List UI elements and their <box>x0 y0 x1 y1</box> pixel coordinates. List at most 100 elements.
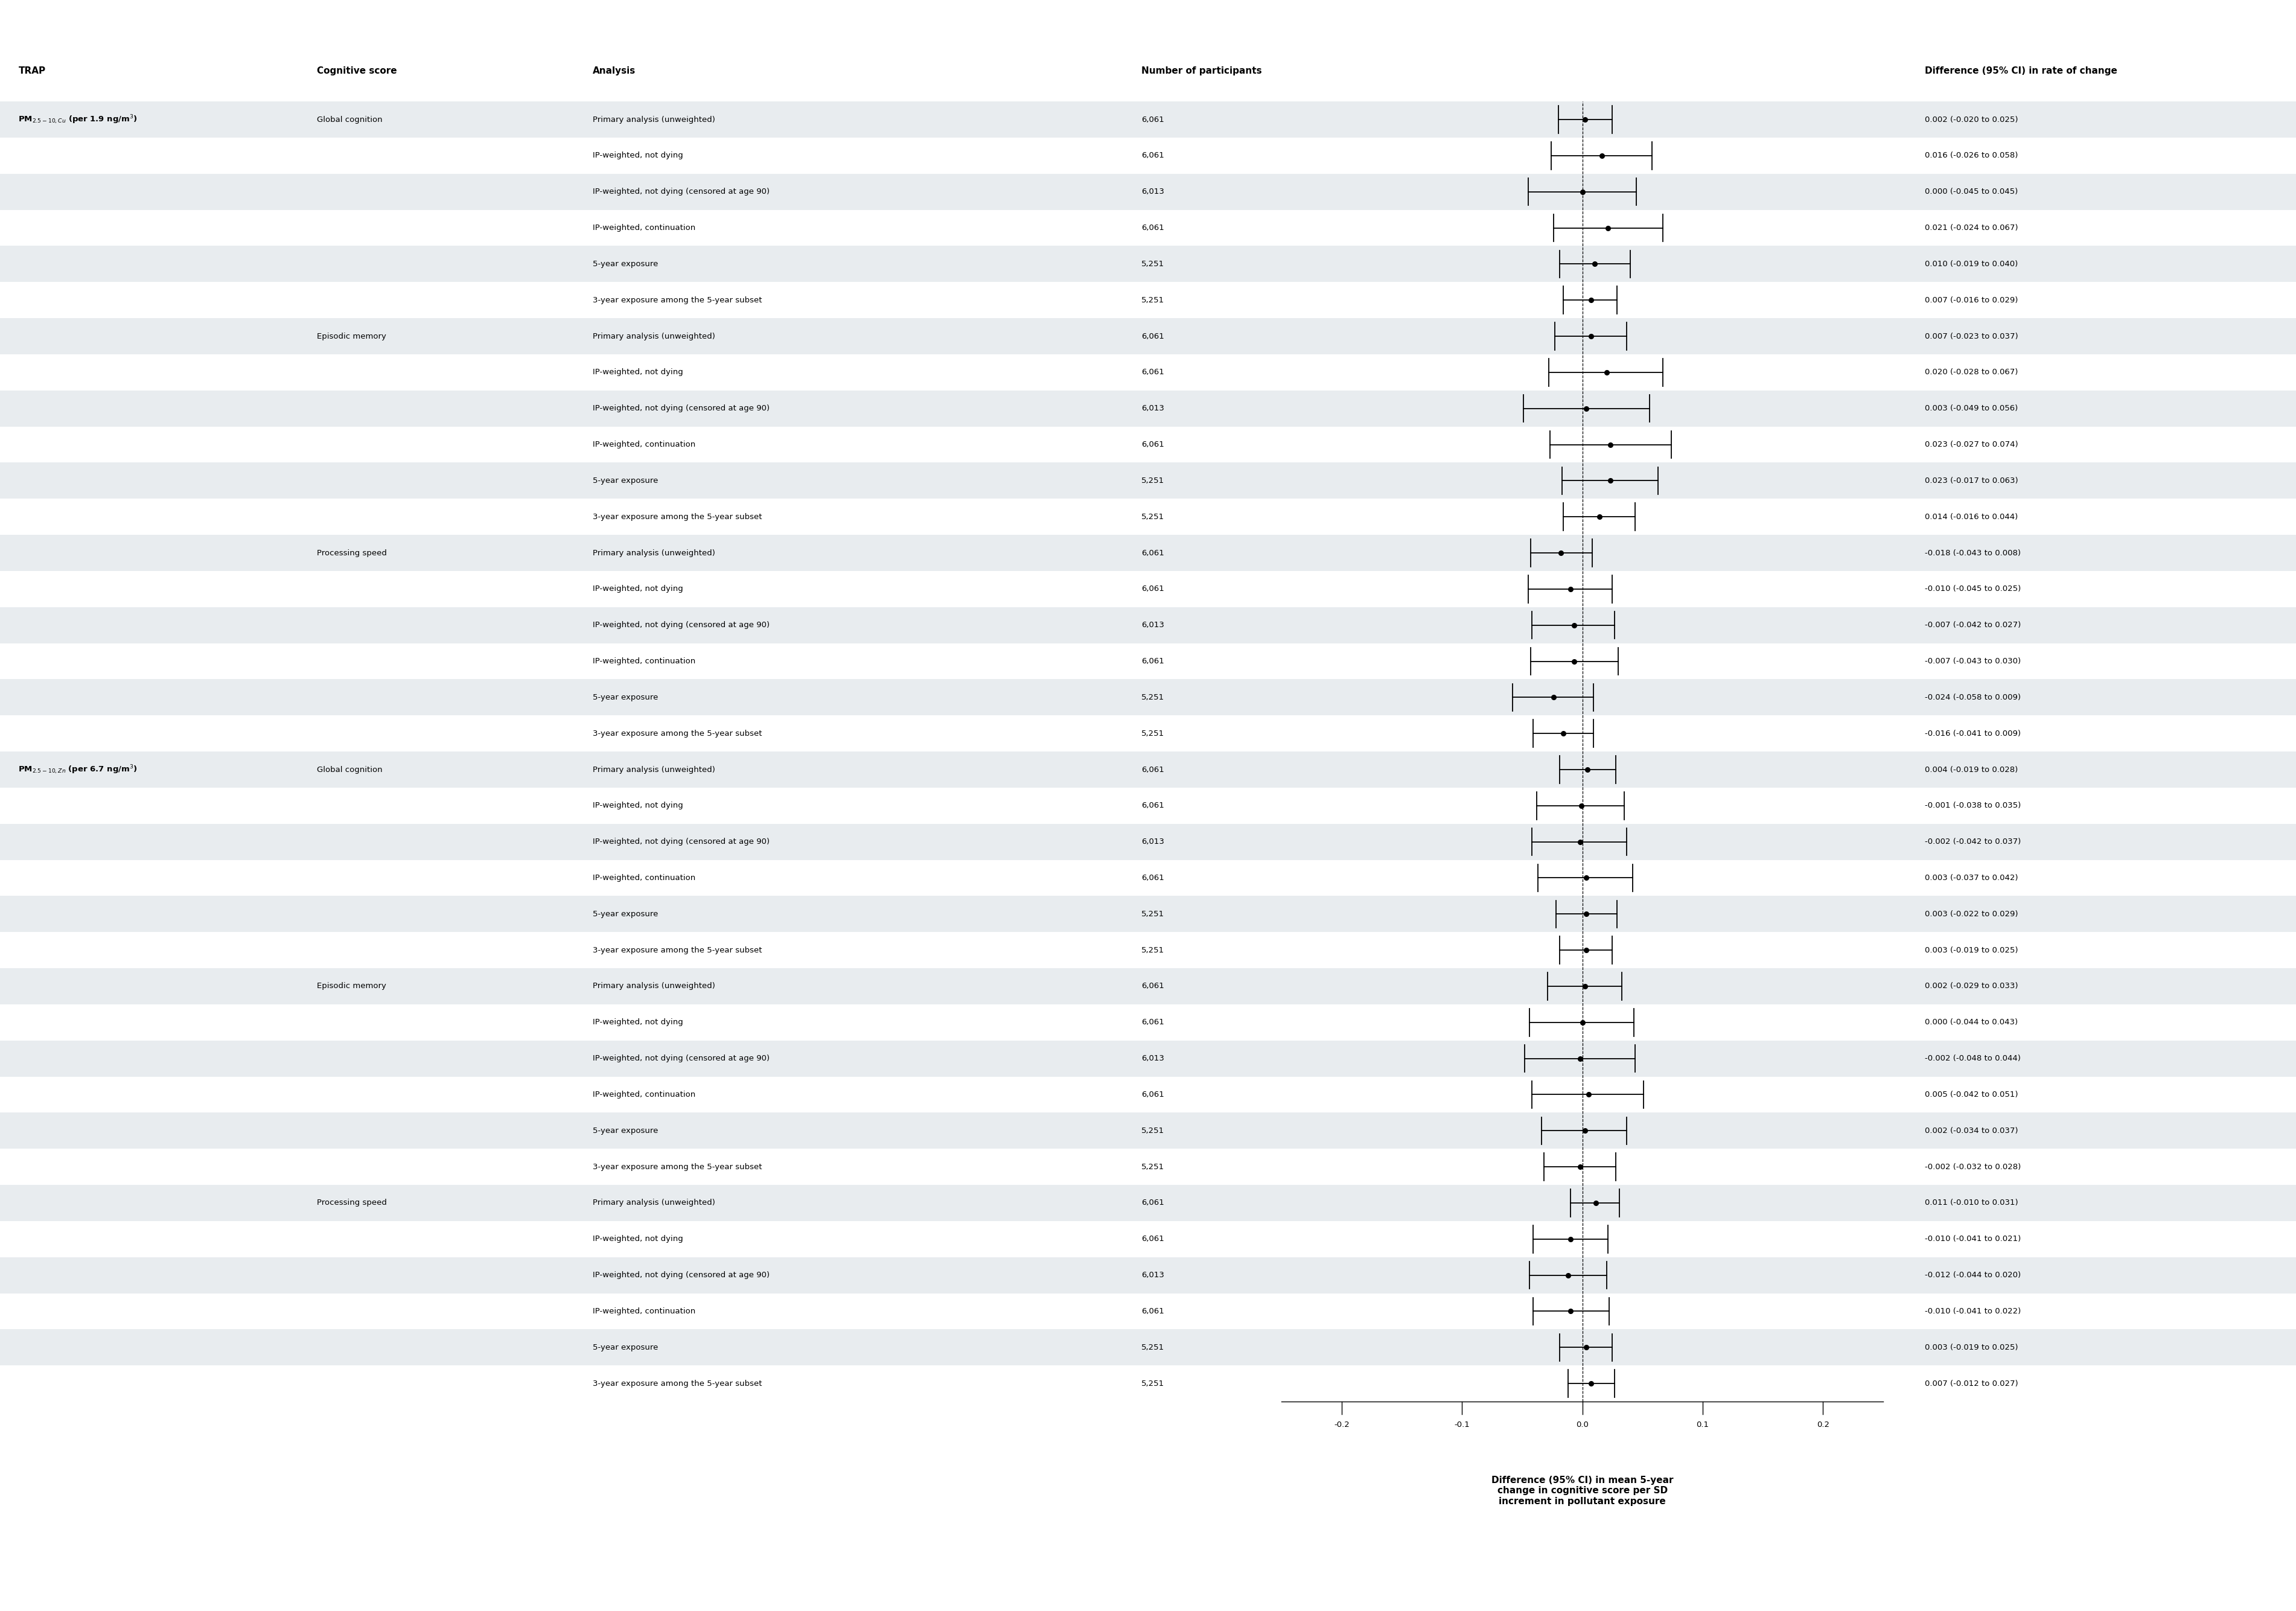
Text: IP-weighted, not dying (censored at age 90): IP-weighted, not dying (censored at age … <box>592 1271 769 1279</box>
Bar <box>0 715 2296 751</box>
Text: 0.020 (-0.028 to 0.067): 0.020 (-0.028 to 0.067) <box>1924 369 2018 377</box>
Bar <box>0 427 2296 462</box>
Text: 5-year exposure: 5-year exposure <box>592 693 657 701</box>
Text: 5,251: 5,251 <box>1141 259 1164 267</box>
Bar <box>0 282 2296 319</box>
Text: 0.007 (-0.016 to 0.029): 0.007 (-0.016 to 0.029) <box>1924 296 2018 304</box>
Text: 6,061: 6,061 <box>1141 802 1164 810</box>
Text: 6,061: 6,061 <box>1141 441 1164 448</box>
Text: IP-weighted, not dying: IP-weighted, not dying <box>592 585 682 593</box>
Bar <box>0 896 2296 933</box>
Text: -0.007 (-0.042 to 0.027): -0.007 (-0.042 to 0.027) <box>1924 622 2020 628</box>
Bar <box>0 319 2296 354</box>
Text: 6,061: 6,061 <box>1141 1308 1164 1315</box>
Text: -0.010 (-0.041 to 0.021): -0.010 (-0.041 to 0.021) <box>1924 1236 2020 1244</box>
Bar <box>0 246 2296 282</box>
Text: 5,251: 5,251 <box>1141 1379 1164 1387</box>
Text: 0.007 (-0.023 to 0.037): 0.007 (-0.023 to 0.037) <box>1924 332 2018 340</box>
Text: Global cognition: Global cognition <box>317 116 383 124</box>
Text: 6,013: 6,013 <box>1141 188 1164 195</box>
Text: 5,251: 5,251 <box>1141 1126 1164 1134</box>
Bar <box>0 680 2296 715</box>
Text: 5-year exposure: 5-year exposure <box>592 1344 657 1352</box>
Bar <box>0 390 2296 427</box>
Text: 5,251: 5,251 <box>1141 1344 1164 1352</box>
Text: PM$_{2.5-10,Cu}$ (per 1.9 ng/m$^3$): PM$_{2.5-10,Cu}$ (per 1.9 ng/m$^3$) <box>18 113 138 126</box>
Text: 6,013: 6,013 <box>1141 1055 1164 1062</box>
Text: 6,061: 6,061 <box>1141 224 1164 232</box>
Text: Primary analysis (unweighted): Primary analysis (unweighted) <box>592 549 714 557</box>
Bar <box>0 462 2296 499</box>
Text: IP-weighted, continuation: IP-weighted, continuation <box>592 875 696 881</box>
Text: Difference (95% CI) in rate of change: Difference (95% CI) in rate of change <box>1924 66 2117 76</box>
Text: IP-weighted, not dying: IP-weighted, not dying <box>592 1236 682 1244</box>
Text: Primary analysis (unweighted): Primary analysis (unweighted) <box>592 116 714 124</box>
Text: 6,013: 6,013 <box>1141 404 1164 412</box>
Text: IP-weighted, not dying (censored at age 90): IP-weighted, not dying (censored at age … <box>592 404 769 412</box>
Text: IP-weighted, not dying (censored at age 90): IP-weighted, not dying (censored at age … <box>592 1055 769 1062</box>
Bar <box>0 570 2296 607</box>
Text: 3-year exposure among the 5-year subset: 3-year exposure among the 5-year subset <box>592 512 762 520</box>
Bar <box>0 40 2296 101</box>
Bar <box>0 174 2296 209</box>
Bar <box>0 1076 2296 1113</box>
Text: 3-year exposure among the 5-year subset: 3-year exposure among the 5-year subset <box>592 1379 762 1387</box>
Text: -0.001 (-0.038 to 0.035): -0.001 (-0.038 to 0.035) <box>1924 802 2020 810</box>
Bar <box>0 1294 2296 1329</box>
Text: -0.024 (-0.058 to 0.009): -0.024 (-0.058 to 0.009) <box>1924 693 2020 701</box>
Text: 5,251: 5,251 <box>1141 1163 1164 1171</box>
Text: 0.003 (-0.049 to 0.056): 0.003 (-0.049 to 0.056) <box>1924 404 2018 412</box>
Text: IP-weighted, not dying: IP-weighted, not dying <box>592 151 682 159</box>
Text: Number of participants: Number of participants <box>1141 66 1261 76</box>
Text: 0.023 (-0.017 to 0.063): 0.023 (-0.017 to 0.063) <box>1924 477 2018 485</box>
Bar <box>0 860 2296 896</box>
Text: IP-weighted, continuation: IP-weighted, continuation <box>592 224 696 232</box>
Text: 6,061: 6,061 <box>1141 549 1164 557</box>
Text: 6,061: 6,061 <box>1141 151 1164 159</box>
Text: Episodic memory: Episodic memory <box>317 983 386 991</box>
Text: IP-weighted, not dying (censored at age 90): IP-weighted, not dying (censored at age … <box>592 622 769 628</box>
Text: Processing speed: Processing speed <box>317 549 386 557</box>
Text: 6,061: 6,061 <box>1141 1236 1164 1244</box>
Text: IP-weighted, continuation: IP-weighted, continuation <box>592 1091 696 1099</box>
Bar <box>0 968 2296 1004</box>
Bar <box>0 1004 2296 1041</box>
Text: 5-year exposure: 5-year exposure <box>592 910 657 918</box>
Text: 3-year exposure among the 5-year subset: 3-year exposure among the 5-year subset <box>592 946 762 954</box>
Text: -0.002 (-0.048 to 0.044): -0.002 (-0.048 to 0.044) <box>1924 1055 2020 1062</box>
Bar <box>0 209 2296 246</box>
Text: 0.010 (-0.019 to 0.040): 0.010 (-0.019 to 0.040) <box>1924 259 2018 267</box>
Text: 6,013: 6,013 <box>1141 1271 1164 1279</box>
Text: 6,061: 6,061 <box>1141 875 1164 881</box>
Text: 5,251: 5,251 <box>1141 910 1164 918</box>
Text: -0.002 (-0.042 to 0.037): -0.002 (-0.042 to 0.037) <box>1924 838 2020 846</box>
Bar <box>0 1149 2296 1184</box>
Text: IP-weighted, not dying: IP-weighted, not dying <box>592 802 682 810</box>
Text: 6,061: 6,061 <box>1141 657 1164 665</box>
Text: 0.000 (-0.045 to 0.045): 0.000 (-0.045 to 0.045) <box>1924 188 2018 195</box>
Bar <box>0 1221 2296 1257</box>
Text: Primary analysis (unweighted): Primary analysis (unweighted) <box>592 1199 714 1207</box>
Text: -0.1: -0.1 <box>1453 1421 1469 1429</box>
Text: 3-year exposure among the 5-year subset: 3-year exposure among the 5-year subset <box>592 1163 762 1171</box>
Text: 5,251: 5,251 <box>1141 693 1164 701</box>
Text: 6,061: 6,061 <box>1141 983 1164 991</box>
Text: 5,251: 5,251 <box>1141 477 1164 485</box>
Text: 5,251: 5,251 <box>1141 512 1164 520</box>
Text: 0.014 (-0.016 to 0.044): 0.014 (-0.016 to 0.044) <box>1924 512 2018 520</box>
Text: Primary analysis (unweighted): Primary analysis (unweighted) <box>592 332 714 340</box>
Text: Primary analysis (unweighted): Primary analysis (unweighted) <box>592 765 714 773</box>
Text: 6,013: 6,013 <box>1141 838 1164 846</box>
Bar <box>0 101 2296 137</box>
Text: 6,061: 6,061 <box>1141 1199 1164 1207</box>
Text: 0.016 (-0.026 to 0.058): 0.016 (-0.026 to 0.058) <box>1924 151 2018 159</box>
Text: IP-weighted, not dying (censored at age 90): IP-weighted, not dying (censored at age … <box>592 188 769 195</box>
Text: 0.023 (-0.027 to 0.074): 0.023 (-0.027 to 0.074) <box>1924 441 2018 448</box>
Text: IP-weighted, continuation: IP-weighted, continuation <box>592 441 696 448</box>
Text: 0.002 (-0.034 to 0.037): 0.002 (-0.034 to 0.037) <box>1924 1126 2018 1134</box>
Text: 5,251: 5,251 <box>1141 946 1164 954</box>
Text: IP-weighted, continuation: IP-weighted, continuation <box>592 657 696 665</box>
Text: 5-year exposure: 5-year exposure <box>592 1126 657 1134</box>
Text: TRAP: TRAP <box>18 66 46 76</box>
Text: 6,061: 6,061 <box>1141 332 1164 340</box>
